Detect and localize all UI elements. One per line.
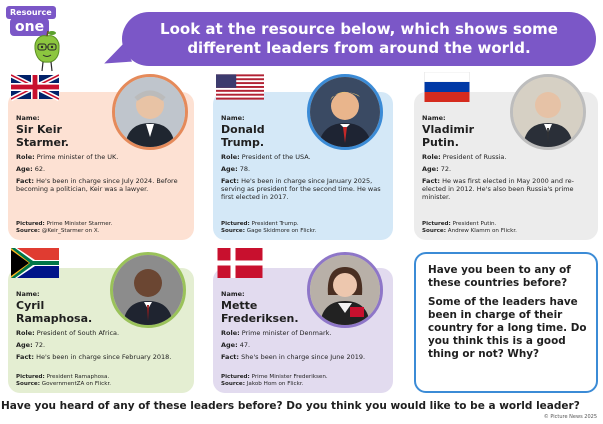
header-banner: Look at the resource below, which shows … [122, 12, 596, 66]
question-long-time: Some of the leaders have been in charge … [428, 296, 587, 360]
leader-name: Vladimir Putin. [422, 123, 475, 149]
resource-one-logo: Resource one [4, 4, 62, 72]
russia-flag-icon [424, 72, 470, 102]
photo-credit: Pictured: Prime Minister Starmer. Source… [16, 221, 112, 235]
leader-photo-frederiksen [307, 252, 383, 328]
leader-card-denmark: Name: Mette Frederiksen. Role: Prime min… [213, 248, 393, 393]
role-label: Role: [16, 329, 35, 337]
role-label: Role: [221, 329, 240, 337]
source-label: Source: [221, 228, 245, 234]
leader-photo-putin [510, 74, 586, 150]
leader-age: 78. [239, 165, 251, 173]
source-label: Source: [16, 381, 40, 387]
role-label: Role: [221, 153, 240, 161]
question-countries: Have you been to any of these countries … [428, 264, 571, 289]
united-kingdom-flag-icon [11, 72, 59, 102]
age-label: Age: [16, 165, 33, 173]
footer-question: Have you heard of any of these leaders b… [1, 400, 580, 412]
source-text: Gage Skidmore on Flickr. [246, 228, 317, 234]
leader-card-uk: Name: Sir Keir Starmer. Role: Prime mini… [8, 72, 194, 240]
page-title: Look at the resource below, which shows … [160, 20, 558, 57]
logo-line2: one [10, 18, 50, 36]
role-label: Role: [422, 153, 441, 161]
photo-credit: Pictured: President Ramaphosa. Source: G… [16, 374, 111, 388]
fact-label: Fact: [221, 353, 240, 361]
name-label: Name: [221, 290, 245, 298]
united-states-flag-icon [216, 74, 264, 100]
source-label: Source: [422, 228, 446, 234]
logo-line1: Resource [6, 6, 56, 19]
leader-photo-starmer [112, 74, 188, 150]
leader-role: President of the USA. [241, 153, 311, 161]
leader-fact: He was first elected in May 2000 and re-… [422, 177, 574, 201]
source-text: @Keir_Starmer on X. [41, 228, 100, 234]
photo-credit: Pictured: President Trump. Source: Gage … [221, 221, 316, 235]
pictured-text: President Ramaphosa. [46, 374, 110, 380]
leader-age: 72. [440, 165, 452, 173]
leader-photo-trump [307, 74, 383, 150]
pictured-text: President Trump. [251, 221, 299, 227]
fact-label: Fact: [16, 177, 35, 185]
source-text: GovernmentZA on Flickr. [41, 381, 112, 387]
source-text: Jakob Hom on Flickr. [246, 381, 304, 387]
leader-role: President of South Africa. [36, 329, 120, 337]
leader-name: Cyril Ramaphosa. [16, 299, 93, 325]
age-label: Age: [16, 341, 33, 349]
source-label: Source: [16, 228, 40, 234]
apple-mascot-icon [34, 30, 60, 72]
name-label: Name: [422, 114, 446, 122]
name-label: Name: [221, 114, 245, 122]
age-label: Age: [221, 165, 238, 173]
pictured-label: Pictured: [16, 221, 45, 227]
photo-credit: Pictured: Prime Minister Frederiksen. So… [221, 374, 328, 388]
leader-fact: He's been in charge since February 2018. [36, 353, 172, 361]
leader-fact: She's been in charge since June 2019. [241, 353, 366, 361]
pictured-text: President Putin. [452, 221, 497, 227]
pictured-label: Pictured: [16, 374, 45, 380]
leader-role: Prime minister of Denmark. [241, 329, 332, 337]
fact-label: Fact: [221, 177, 240, 185]
south-africa-flag-icon [11, 248, 59, 278]
pictured-label: Pictured: [221, 374, 250, 380]
copyright: © Picture News 2025 [543, 414, 597, 420]
pictured-text: Prime Minister Starmer. [46, 221, 113, 227]
name-label: Name: [16, 290, 40, 298]
leader-fact: He's been in charge since January 2025, … [221, 177, 381, 201]
age-label: Age: [422, 165, 439, 173]
role-label: Role: [16, 153, 35, 161]
leader-name: Mette Frederiksen. [221, 299, 299, 325]
name-label: Name: [16, 114, 40, 122]
leader-age: 72. [34, 341, 46, 349]
denmark-flag-icon [217, 248, 263, 278]
fact-label: Fact: [422, 177, 441, 185]
leader-role: President of Russia. [442, 153, 507, 161]
pictured-text: Prime Minister Frederiksen. [251, 374, 328, 380]
leader-name: Sir Keir Starmer. [16, 123, 69, 149]
discussion-questions-box: Have you been to any of these countries … [414, 252, 598, 393]
leader-card-south-africa: Name: Cyril Ramaphosa. Role: President o… [8, 248, 194, 393]
leader-photo-ramaphosa [110, 252, 186, 328]
leader-card-russia: Name: Vladimir Putin. Role: President of… [414, 72, 598, 240]
fact-label: Fact: [16, 353, 35, 361]
pictured-label: Pictured: [221, 221, 250, 227]
leader-age: 47. [239, 341, 251, 349]
leader-fact: He's been in charge since July 2024. Bef… [16, 177, 178, 193]
pictured-label: Pictured: [422, 221, 451, 227]
photo-credit: Pictured: President Putin. Source: Andre… [422, 221, 517, 235]
source-label: Source: [221, 381, 245, 387]
leader-name: Donald Trump. [221, 123, 265, 149]
leader-age: 62. [34, 165, 46, 173]
leader-role: Prime minister of the UK. [36, 153, 119, 161]
age-label: Age: [221, 341, 238, 349]
leader-card-us: Name: Donald Trump. Role: President of t… [213, 74, 393, 240]
source-text: Andrew Klamm on Flickr. [447, 228, 517, 234]
